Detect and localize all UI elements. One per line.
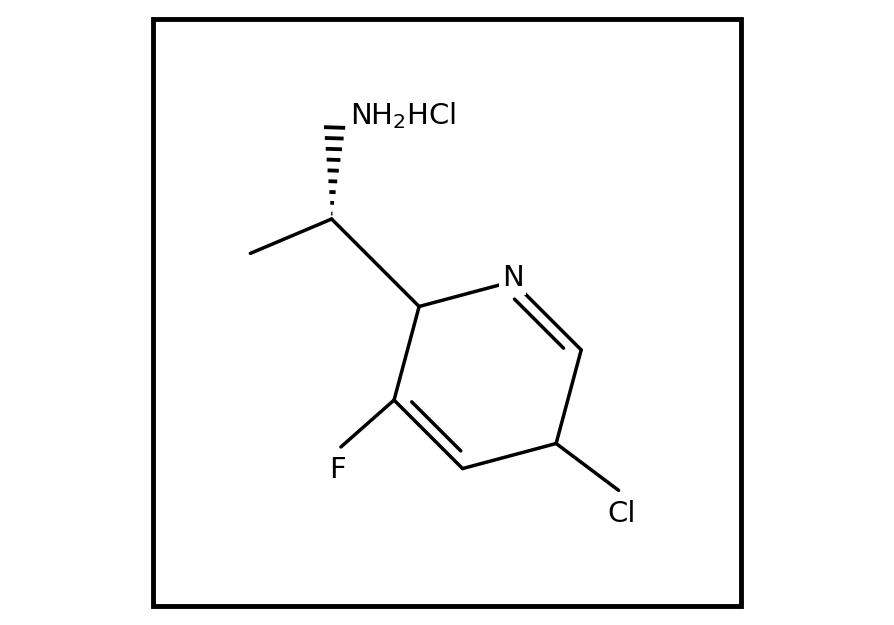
- Text: NH$_2$HCl: NH$_2$HCl: [350, 101, 457, 131]
- Text: N: N: [502, 264, 524, 292]
- Text: F: F: [329, 456, 346, 484]
- Text: Cl: Cl: [608, 500, 636, 528]
